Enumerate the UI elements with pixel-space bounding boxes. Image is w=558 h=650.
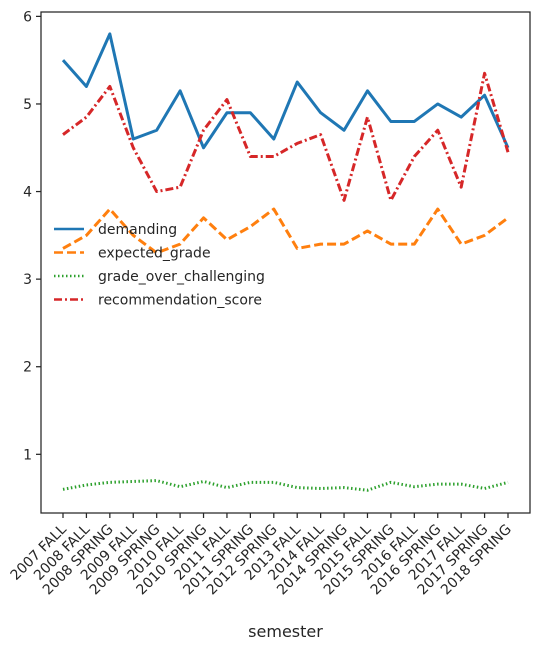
- legend-label-demanding: demanding: [98, 222, 177, 238]
- y-tick-label: 4: [23, 185, 32, 201]
- series-layer: [61, 32, 510, 492]
- y-tick-label: 6: [23, 9, 32, 25]
- legend-label-grade_over_challenging: grade_over_challenging: [98, 269, 265, 285]
- y-tick-label: 3: [23, 272, 32, 288]
- y-tick-label: 5: [23, 97, 32, 113]
- x-axis-title: semester: [248, 622, 323, 641]
- legend-label-expected_grade: expected_grade: [98, 246, 211, 262]
- series-line-grade_over_challenging: [62, 479, 509, 492]
- series-line-demanding: [61, 32, 510, 150]
- plot-frame: [40, 11, 531, 514]
- y-tick-label: 1: [23, 447, 32, 463]
- legend-label-recommendation_score: recommendation_score: [98, 293, 262, 309]
- series-line-recommendation_score: [62, 71, 510, 202]
- y-tick-label: 2: [23, 360, 32, 376]
- legend: demanding expected_grade grade_over_challe…: [54, 222, 265, 309]
